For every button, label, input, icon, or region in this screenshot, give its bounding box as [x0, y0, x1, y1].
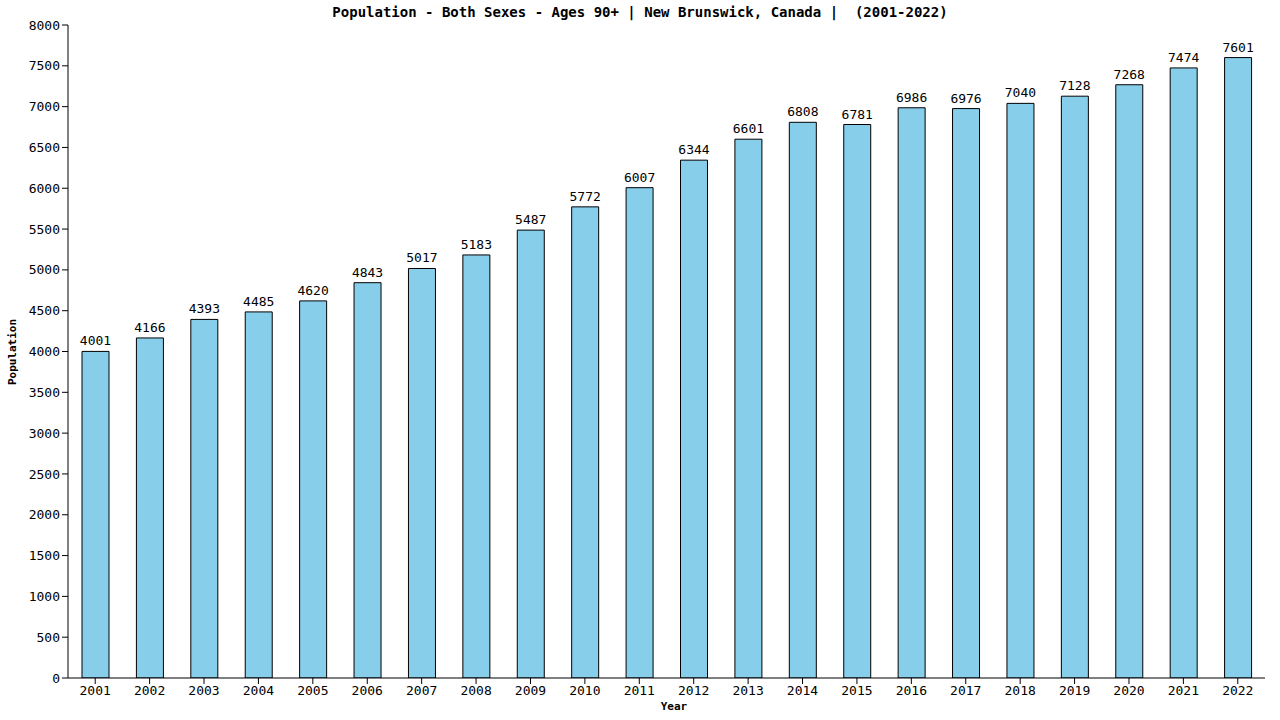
svg-text:0: 0: [52, 671, 60, 686]
svg-text:2015: 2015: [841, 683, 872, 698]
svg-text:7474: 7474: [1168, 50, 1199, 65]
svg-text:2004: 2004: [243, 683, 274, 698]
svg-text:7500: 7500: [29, 58, 60, 73]
svg-text:2022: 2022: [1222, 683, 1253, 698]
svg-text:5500: 5500: [29, 222, 60, 237]
svg-text:2000: 2000: [29, 507, 60, 522]
svg-text:2016: 2016: [896, 683, 927, 698]
svg-text:2009: 2009: [515, 683, 546, 698]
svg-text:4620: 4620: [297, 283, 328, 298]
svg-text:6500: 6500: [29, 140, 60, 155]
svg-text:3000: 3000: [29, 426, 60, 441]
svg-text:8000: 8000: [29, 18, 60, 33]
svg-text:4166: 4166: [134, 320, 165, 335]
svg-text:6601: 6601: [733, 121, 764, 136]
svg-text:6986: 6986: [896, 90, 927, 105]
svg-text:2010: 2010: [569, 683, 600, 698]
svg-text:4500: 4500: [29, 303, 60, 318]
svg-text:6000: 6000: [29, 181, 60, 196]
svg-text:5183: 5183: [461, 237, 492, 252]
svg-text:2020: 2020: [1113, 683, 1144, 698]
svg-text:7040: 7040: [1005, 85, 1036, 100]
svg-text:2007: 2007: [406, 683, 437, 698]
svg-text:2008: 2008: [460, 683, 491, 698]
svg-text:2002: 2002: [134, 683, 165, 698]
svg-text:2005: 2005: [297, 683, 328, 698]
svg-text:2019: 2019: [1059, 683, 1090, 698]
svg-text:2014: 2014: [787, 683, 818, 698]
html-text:Population: Population: [5, 318, 19, 386]
svg-text:7268: 7268: [1114, 67, 1145, 82]
svg-text:1500: 1500: [29, 548, 60, 563]
svg-text:5487: 5487: [515, 212, 546, 227]
svg-text:1000: 1000: [29, 589, 60, 604]
svg-text:500: 500: [37, 630, 60, 645]
svg-text:4000: 4000: [29, 344, 60, 359]
svg-text:5017: 5017: [406, 250, 437, 265]
svg-text:6976: 6976: [950, 91, 981, 106]
svg-text:2001: 2001: [80, 683, 111, 698]
svg-text:4001: 4001: [80, 333, 111, 348]
svg-text:4843: 4843: [352, 265, 383, 280]
svg-text:2012: 2012: [678, 683, 709, 698]
svg-text:5000: 5000: [29, 262, 60, 277]
svg-text:2006: 2006: [352, 683, 383, 698]
svg-text:7128: 7128: [1059, 78, 1090, 93]
svg-text:2011: 2011: [624, 683, 655, 698]
svg-text:2018: 2018: [1005, 683, 1036, 698]
svg-text:2003: 2003: [188, 683, 219, 698]
svg-text:2013: 2013: [732, 683, 763, 698]
svg-text:3500: 3500: [29, 385, 60, 400]
svg-text:6781: 6781: [842, 107, 873, 122]
html-text:Population - Both Sexes - Ages: Population - Both Sexes - Ages 90+ | New…: [332, 4, 948, 20]
svg-text:4485: 4485: [243, 294, 274, 309]
svg-text:2021: 2021: [1168, 683, 1199, 698]
svg-text:7601: 7601: [1222, 40, 1253, 55]
svg-text:6344: 6344: [678, 142, 709, 157]
svg-text:6808: 6808: [787, 104, 818, 119]
svg-text:4393: 4393: [189, 301, 220, 316]
svg-text:7000: 7000: [29, 99, 60, 114]
html-text:Year: Year: [660, 700, 688, 713]
svg-text:6007: 6007: [624, 170, 655, 185]
svg-text:2500: 2500: [29, 467, 60, 482]
svg-text:5772: 5772: [570, 189, 601, 204]
svg-text:2017: 2017: [950, 683, 981, 698]
